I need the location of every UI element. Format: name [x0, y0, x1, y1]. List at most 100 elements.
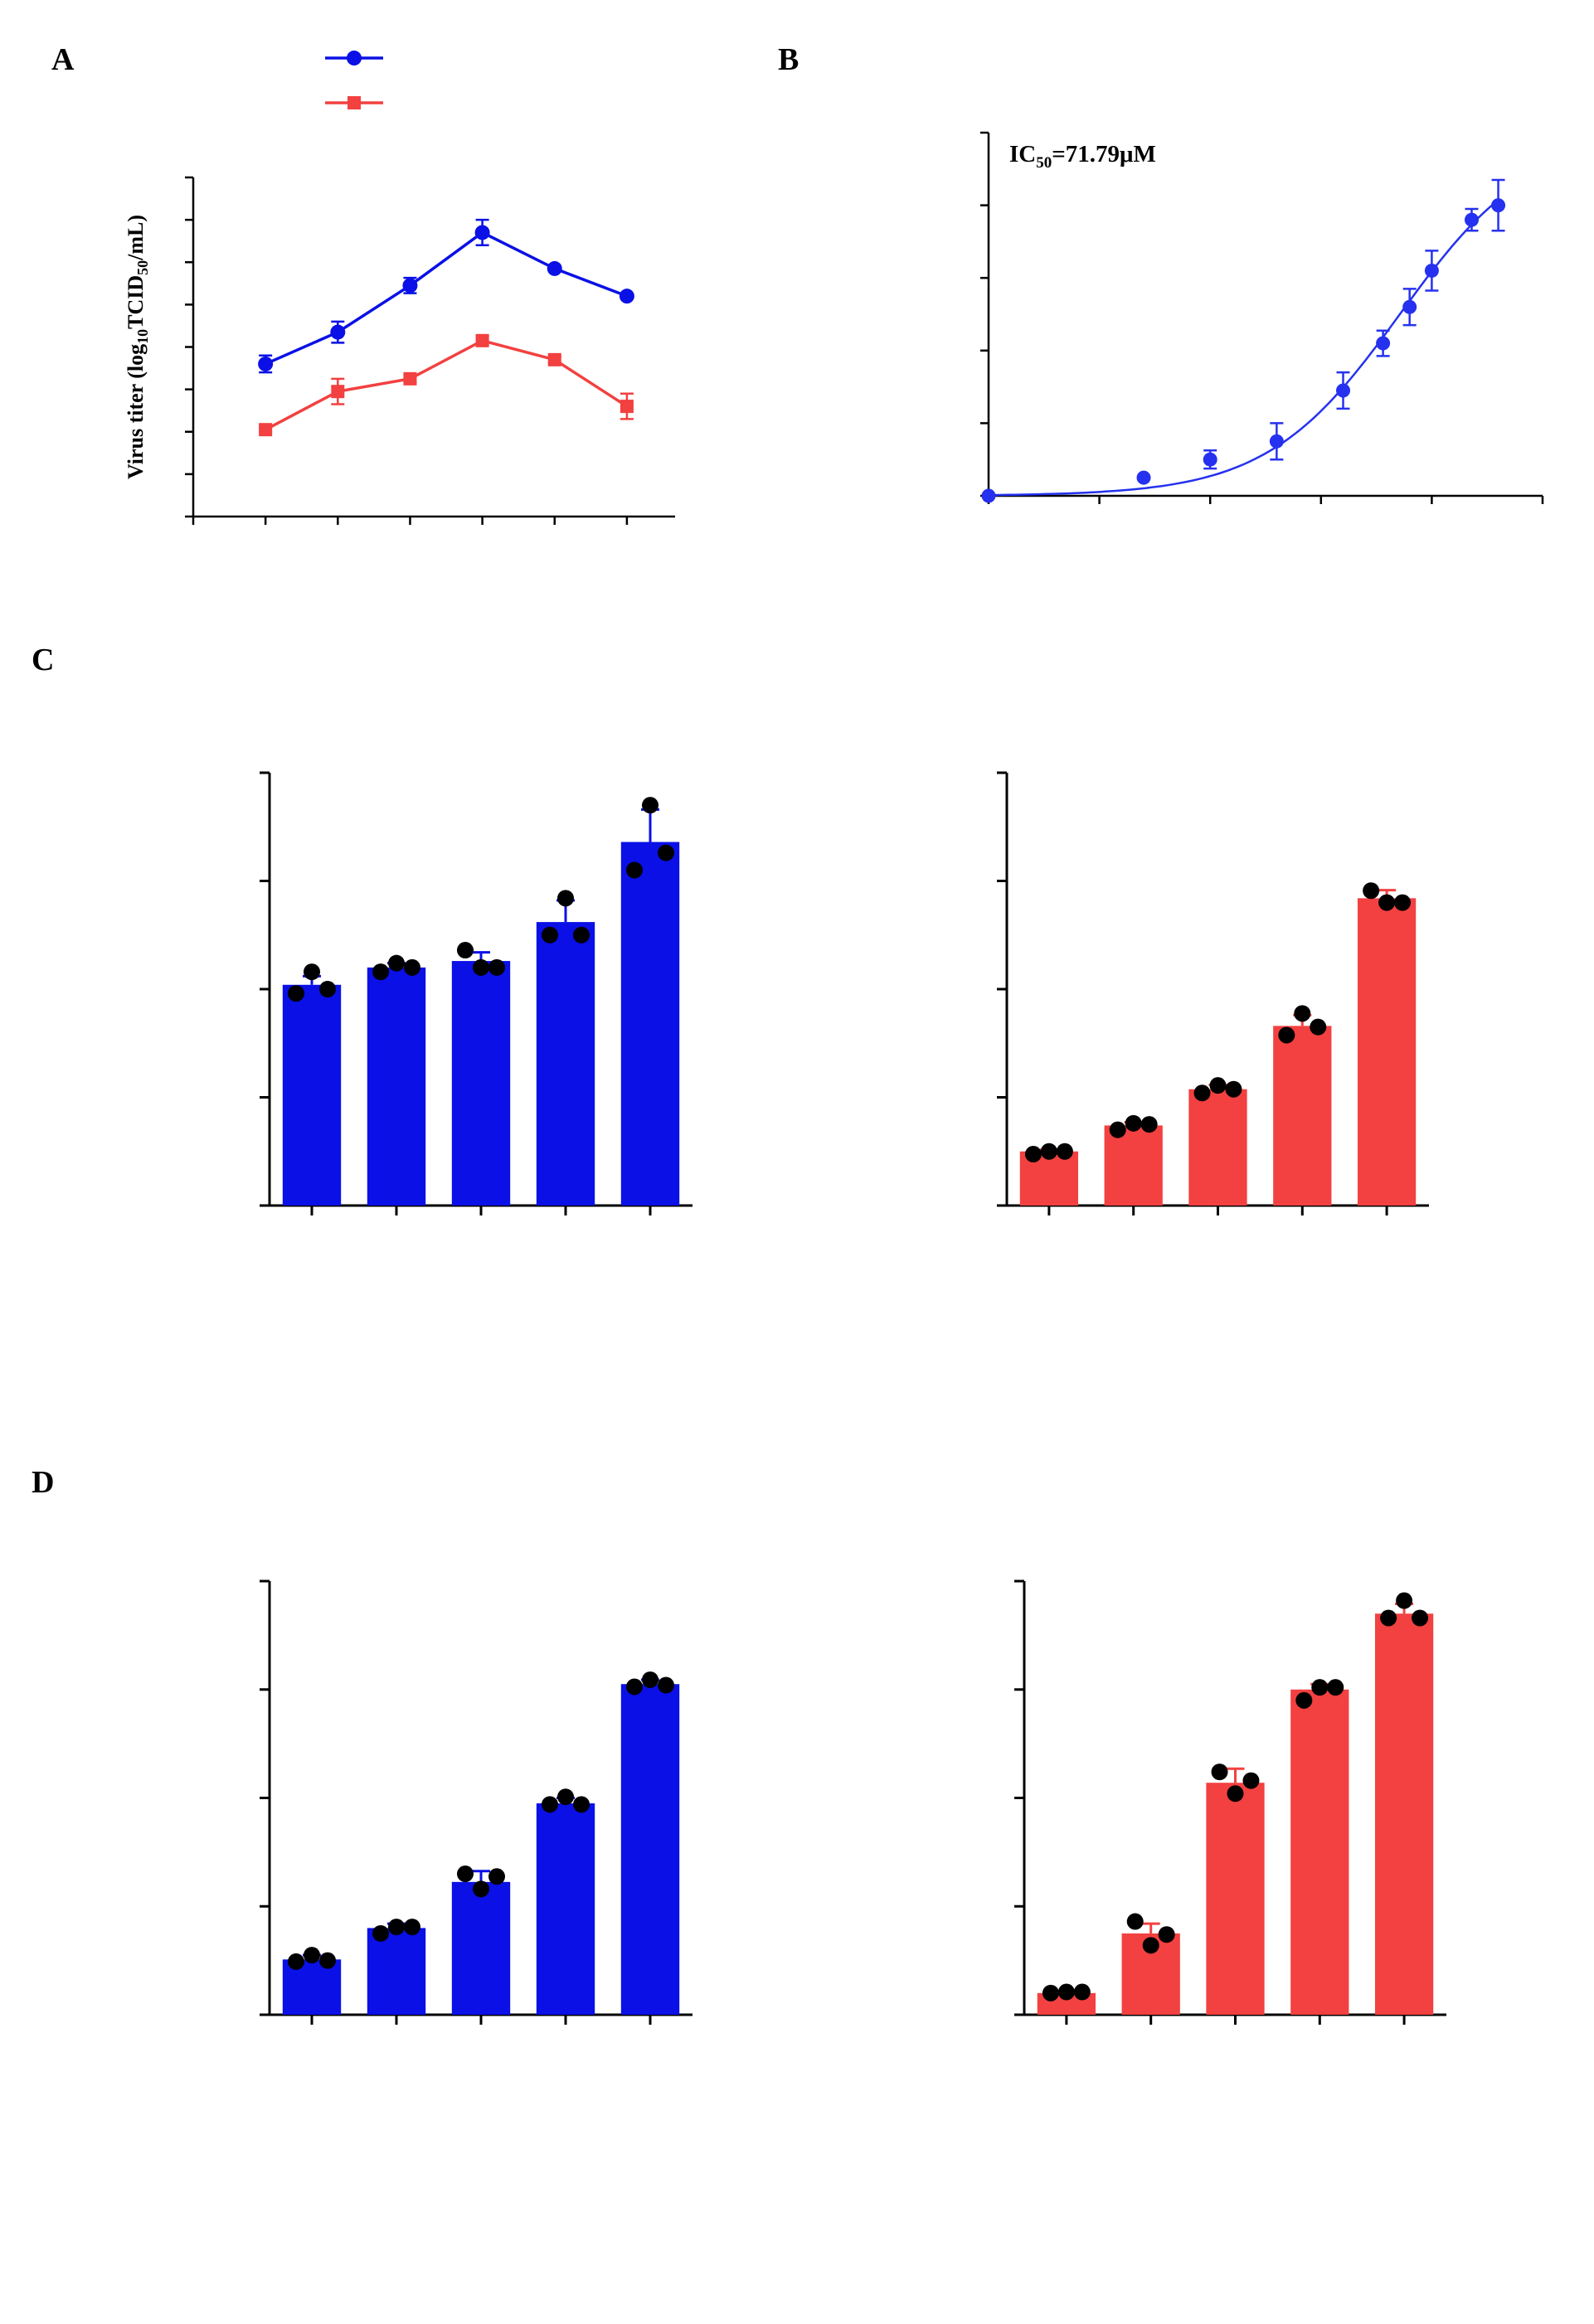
replicate-point	[1056, 1143, 1073, 1160]
replicate-point	[625, 1678, 643, 1696]
panel-c-left-bar-chart	[260, 771, 693, 1215]
replicate-point	[388, 954, 405, 972]
ic50-annotation-part: 50	[1036, 154, 1052, 172]
replicate-point	[287, 985, 304, 1002]
replicate-point	[1412, 1609, 1429, 1627]
data-point	[1376, 336, 1391, 351]
bar-4	[620, 1684, 680, 2015]
replicate-point	[1057, 1983, 1075, 2001]
replicate-point	[1363, 882, 1380, 900]
replicate-point	[557, 1788, 574, 1806]
bar-3	[536, 1803, 595, 2015]
replicate-point	[456, 942, 474, 959]
data-point	[1491, 198, 1506, 213]
data-point-square	[403, 371, 417, 386]
bar-2	[1188, 1089, 1247, 1206]
bar-3	[536, 922, 595, 1206]
panel-d-right-bar-chart	[1014, 1579, 1446, 2025]
replicate-point	[1378, 894, 1396, 911]
replicate-point	[287, 1953, 304, 1970]
data-point	[1402, 299, 1417, 314]
data-point-circle	[474, 225, 490, 240]
panel-letter-a: A	[51, 42, 75, 77]
y-axis-label-part: 10	[134, 329, 151, 344]
replicate-point	[488, 1868, 506, 1885]
replicate-point	[404, 1919, 421, 1936]
replicate-point	[557, 890, 574, 907]
y-axis-label-part: 50	[134, 260, 151, 275]
data-point-square	[620, 400, 634, 414]
replicate-point	[1073, 1983, 1091, 2001]
replicate-point	[1109, 1121, 1126, 1138]
bar-1	[1104, 1125, 1163, 1206]
replicate-point	[1295, 1691, 1313, 1709]
replicate-point	[372, 1924, 389, 1942]
legend-marker-circle	[347, 51, 362, 65]
replicate-point	[1211, 1764, 1228, 1781]
legend-marker-square	[347, 96, 361, 109]
replicate-point	[642, 1671, 658, 1688]
y-axis-label-part: Virus titer (log	[124, 344, 148, 479]
replicate-point	[1310, 1018, 1327, 1036]
panel-a-line-chart: Virus titer (log10TCID50/mL)	[124, 51, 675, 525]
replicate-point	[642, 797, 658, 814]
data-point-circle	[258, 356, 274, 371]
replicate-point	[404, 958, 421, 976]
bar-2	[451, 1881, 511, 2015]
replicate-point	[1140, 1116, 1158, 1133]
data-point-circle	[402, 278, 418, 294]
replicate-point	[1225, 1080, 1242, 1098]
bar-1	[367, 1928, 426, 2015]
replicate-point	[1042, 1984, 1059, 2001]
bar-3	[1273, 1026, 1332, 1206]
data-point-square	[259, 423, 273, 437]
data-point	[1336, 383, 1351, 398]
panel-letter-b: B	[778, 42, 799, 77]
replicate-point	[456, 1866, 474, 1883]
panel-letter-c: C	[32, 643, 54, 677]
replicate-point	[1327, 1679, 1344, 1696]
replicate-point	[625, 861, 643, 879]
data-point-circle	[330, 324, 346, 340]
replicate-point	[304, 963, 320, 981]
replicate-point	[319, 981, 337, 997]
replicate-point	[1380, 1609, 1397, 1627]
fit-curve	[988, 199, 1499, 497]
replicate-point	[1024, 1146, 1042, 1163]
replicate-point	[1311, 1679, 1329, 1696]
replicate-point	[473, 1880, 489, 1898]
replicate-point	[1125, 1114, 1142, 1132]
panel-d-left-bar-chart	[260, 1579, 693, 2025]
replicate-point	[1040, 1143, 1057, 1160]
replicate-point	[1193, 1084, 1211, 1102]
replicate-point	[1294, 1005, 1311, 1022]
bar-2	[1206, 1783, 1265, 2015]
data-point-square	[547, 352, 561, 366]
replicate-point	[573, 926, 590, 944]
data-point	[1464, 212, 1479, 227]
y-axis-label: Virus titer (log10TCID50/mL)	[124, 215, 151, 479]
replicate-point	[658, 1676, 675, 1694]
data-point	[1269, 434, 1284, 449]
replicate-point	[473, 958, 489, 976]
bar-4	[620, 842, 680, 1206]
data-point	[981, 488, 996, 503]
bar-4	[1357, 898, 1417, 1206]
replicate-point	[1209, 1077, 1227, 1094]
replicate-point	[1158, 1926, 1175, 1943]
y-axis-label-part: /mL)	[124, 215, 148, 261]
replicate-point	[1142, 1937, 1159, 1954]
replicate-point	[1396, 1592, 1413, 1609]
replicate-point	[541, 1796, 558, 1813]
replicate-point	[304, 1947, 320, 1964]
ic50-annotation-part: IC	[1009, 141, 1036, 167]
data-point-square	[331, 385, 345, 399]
replicate-point	[541, 926, 558, 944]
panel-c-right-bar-chart	[997, 771, 1429, 1215]
data-point-circle	[619, 289, 634, 304]
replicate-point	[1278, 1026, 1295, 1044]
data-point-square	[475, 333, 489, 347]
ic50-annotation-part: =71.79μM	[1052, 141, 1156, 167]
replicate-point	[488, 958, 506, 976]
